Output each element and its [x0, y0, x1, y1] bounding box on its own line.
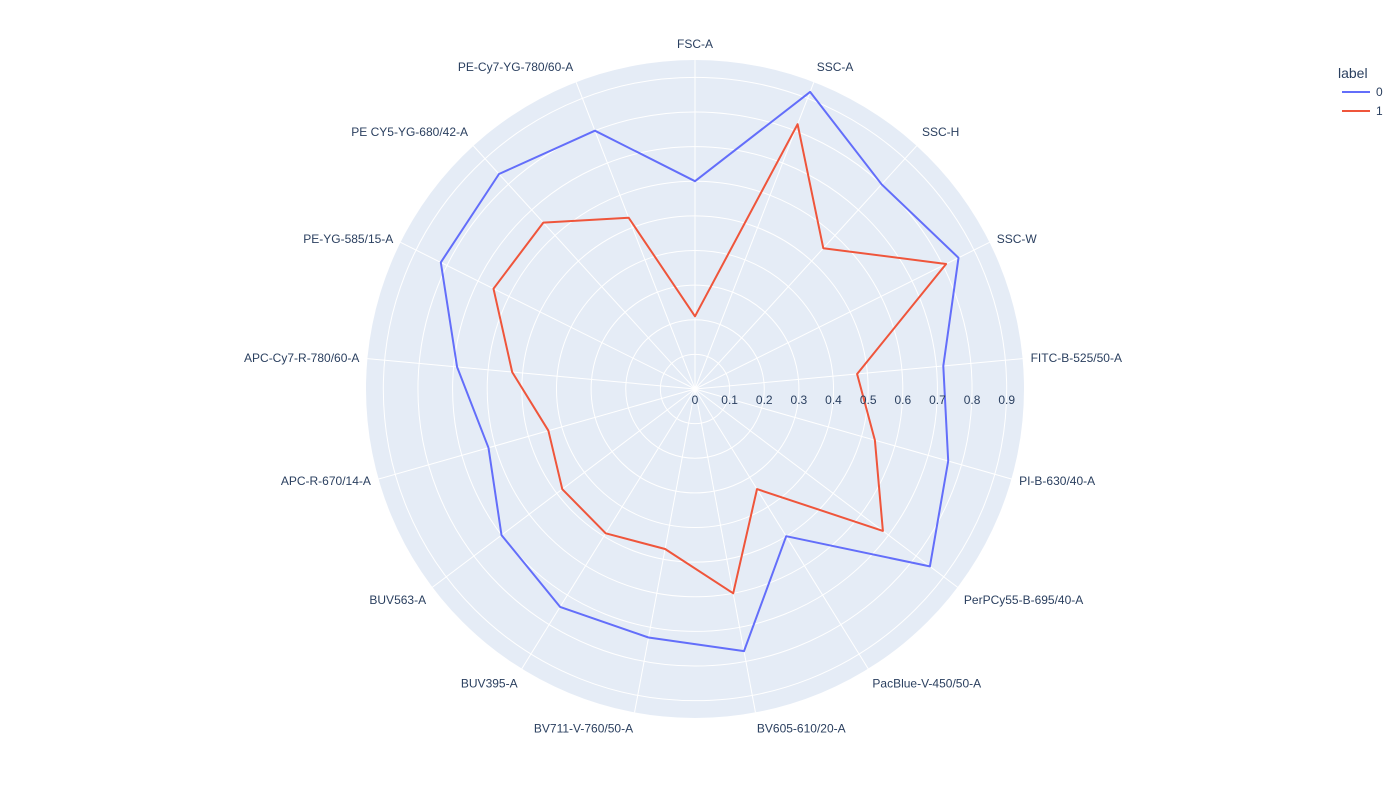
- radial-tick-label: 0.5: [860, 393, 877, 407]
- category-label: FITC-B-525/50-A: [1031, 351, 1122, 365]
- angular-gridline: [432, 388, 696, 588]
- category-label: FSC-A: [677, 37, 713, 51]
- angular-gridline: [694, 388, 1012, 480]
- radial-tick-label: 0.8: [964, 393, 981, 407]
- radial-tick-labels: 0 0.1 0.2 0.3 0.4 0.5 0.6 0.7 0.8 0.9: [692, 393, 1016, 407]
- angular-gridline: [472, 145, 696, 390]
- angular-gridline: [400, 241, 696, 390]
- angular-gridline: [694, 388, 869, 669]
- angular-gridline: [694, 358, 1023, 390]
- radial-tick-label: 0.2: [756, 393, 773, 407]
- category-label: PE CY5-YG-680/42-A: [351, 125, 468, 139]
- radial-tick-label: 0.6: [894, 393, 911, 407]
- category-label: PE-YG-585/15-A: [303, 232, 393, 246]
- category-label: PI-B-630/40-A: [1019, 474, 1095, 488]
- legend-label-1: 1: [1376, 104, 1383, 118]
- category-label: BV711-V-760/50-A: [534, 721, 633, 735]
- radial-tick-label: 0.3: [791, 393, 808, 407]
- radial-tick-label: 0.4: [825, 393, 842, 407]
- category-label: PerPCy55-B-695/40-A: [964, 593, 1083, 607]
- series-line-1: [492, 123, 948, 595]
- category-label: APC-R-670/14-A: [281, 474, 371, 488]
- category-label: PacBlue-V-450/50-A: [872, 677, 981, 691]
- legend: label 01: [1338, 65, 1383, 118]
- radial-tick-label: 0: [692, 393, 699, 407]
- category-label: SSC-H: [922, 125, 959, 139]
- radial-tick-label: 0.9: [998, 393, 1015, 407]
- angular-gridline: [634, 388, 696, 713]
- legend-items: 01: [1342, 85, 1383, 118]
- legend-label-0: 0: [1376, 85, 1383, 99]
- category-label: BUV563-A: [369, 593, 426, 607]
- angular-gridline: [521, 388, 696, 669]
- radial-tick-label: 0.7: [929, 393, 946, 407]
- category-label: PE-Cy7-YG-780/60-A: [458, 60, 573, 74]
- angular-gridline: [694, 82, 815, 390]
- category-label: SSC-W: [997, 232, 1038, 246]
- legend-title: label: [1338, 65, 1368, 81]
- angular-gridline: [378, 388, 696, 480]
- category-label: BUV395-A: [461, 677, 518, 691]
- category-label: BV605-610/20-A: [757, 721, 846, 735]
- angular-gridline: [694, 241, 990, 390]
- angular-gridlines: [367, 60, 1023, 713]
- category-label: APC-Cy7-R-780/60-A: [244, 351, 359, 365]
- radial-tick-label: 0.1: [721, 393, 738, 407]
- angular-gridline: [694, 388, 756, 713]
- series-lines: [439, 90, 960, 653]
- angular-gridline: [367, 358, 696, 390]
- series-line-0: [439, 90, 960, 653]
- angular-gridline: [575, 82, 696, 390]
- category-labels: FSC-A SSC-A SSC-H SSC-W FITC-B-525/50-A PI-B-…: [244, 37, 1122, 735]
- angular-gridline: [694, 145, 918, 390]
- category-label: SSC-A: [817, 60, 854, 74]
- angular-gridline: [694, 388, 958, 588]
